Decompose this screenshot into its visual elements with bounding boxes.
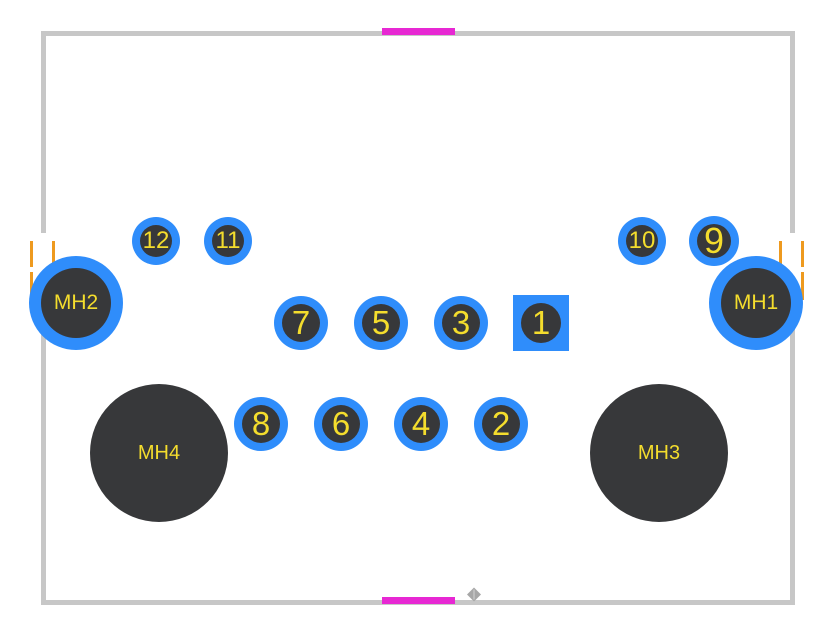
drill-hole	[721, 268, 791, 338]
drill-hole	[212, 225, 244, 257]
drill-hole	[41, 268, 111, 338]
outline-segment	[790, 31, 795, 233]
outline-segment	[382, 597, 455, 604]
drill-hole	[626, 225, 658, 257]
drill-hole	[322, 405, 360, 443]
pad-8: 8	[234, 397, 288, 451]
outline-segment	[41, 308, 46, 605]
drill-hole	[362, 304, 400, 342]
drill-hole	[482, 405, 520, 443]
drill-hole	[521, 303, 561, 343]
pad-3: 3	[434, 296, 488, 350]
pad-12: 12	[132, 217, 180, 265]
pad-2: 2	[474, 397, 528, 451]
hole-label: MH4	[138, 442, 180, 465]
outline-segment	[41, 31, 46, 233]
outline-segment	[30, 241, 33, 267]
drill-hole	[140, 225, 172, 257]
pad-7: 7	[274, 296, 328, 350]
drill-hole	[282, 304, 320, 342]
pad-1: 1	[513, 295, 569, 351]
pad-5: 5	[354, 296, 408, 350]
footprint-stage: 1357 2468 9 10 11 12 MH1 MH2 MH3 MH4	[0, 0, 832, 631]
hole-label: MH3	[638, 442, 680, 465]
pad-mh2: MH2	[29, 256, 123, 350]
drill-hole	[442, 304, 480, 342]
pad-9: 9	[689, 216, 739, 266]
outline-segment	[790, 308, 795, 605]
drill-hole	[697, 224, 731, 258]
origin-marker-icon	[467, 588, 481, 607]
hole-mh4: MH4	[90, 384, 228, 522]
drill-hole	[242, 405, 280, 443]
drill-hole	[402, 405, 440, 443]
pad-6: 6	[314, 397, 368, 451]
pad-mh1: MH1	[709, 256, 803, 350]
pad-10: 10	[618, 217, 666, 265]
hole-mh3: MH3	[590, 384, 728, 522]
pad-11: 11	[204, 217, 252, 265]
outline-segment	[382, 28, 455, 35]
pad-4: 4	[394, 397, 448, 451]
outline-segment	[801, 241, 804, 267]
